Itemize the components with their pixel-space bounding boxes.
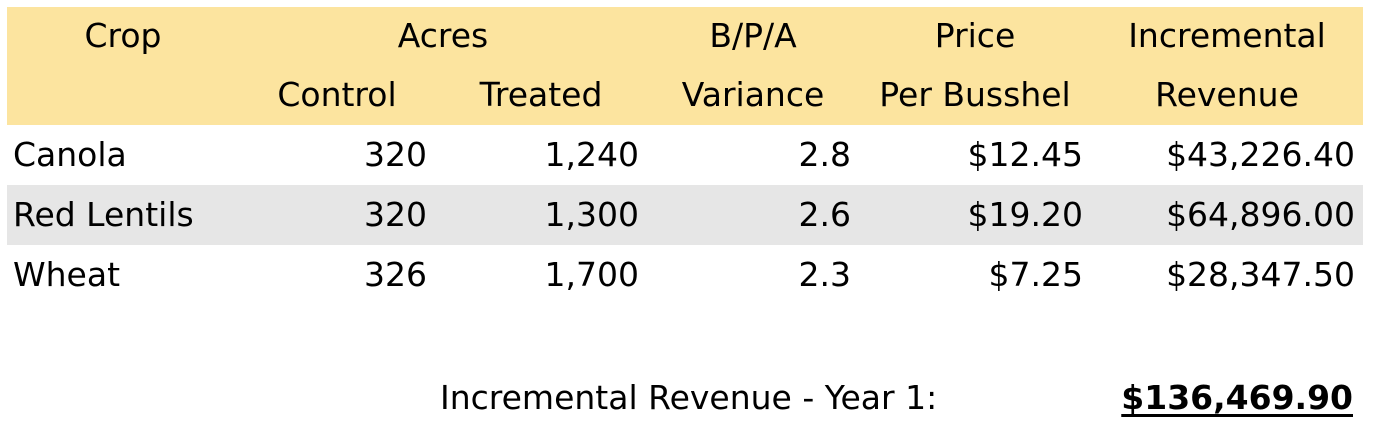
table-body: Canola 320 1,240 2.8 $12.45 $43,226.40 R… (7, 125, 1364, 305)
header-treated: Treated (479, 75, 603, 114)
total-revenue-value: $136,469.90 (1121, 378, 1353, 417)
header-crop: Crop (84, 16, 162, 55)
header-row-1: Crop Acres B/P/A Price Incremental (7, 7, 1364, 65)
price-cell: $7.25 (988, 255, 1084, 294)
header-control: Control (277, 75, 397, 114)
header-revenue: Revenue (1155, 75, 1299, 114)
table-header: Crop Acres B/P/A Price Incremental Contr… (7, 7, 1364, 125)
total-revenue-label: Incremental Revenue - Year 1: (440, 378, 938, 417)
price-cell: $12.45 (967, 135, 1084, 174)
crop-revenue-table-wrapper: Crop Acres B/P/A Price Incremental Contr… (7, 7, 1364, 305)
header-price: Price (934, 16, 1016, 55)
header-variance: Variance (681, 75, 825, 114)
crop-cell: Wheat (13, 255, 121, 294)
variance-cell: 2.6 (798, 195, 852, 234)
treated-cell: 1,700 (544, 255, 640, 294)
table-row: Red Lentils 320 1,300 2.6 $19.20 $64,896… (7, 185, 1364, 245)
revenue-cell: $43,226.40 (1166, 135, 1356, 174)
header-row-2: Control Treated Variance Per Busshel Rev… (7, 65, 1364, 125)
header-per-bushel: Per Busshel (879, 75, 1071, 114)
control-cell: 320 (364, 135, 427, 174)
table-row: Wheat 326 1,700 2.3 $7.25 $28,347.50 (7, 245, 1363, 305)
crop-cell: Red Lentils (13, 195, 194, 234)
header-empty-cell (7, 65, 239, 125)
revenue-cell: $28,347.50 (1166, 255, 1356, 294)
variance-cell: 2.8 (798, 135, 852, 174)
header-incremental: Incremental (1128, 16, 1326, 55)
header-acres: Acres (397, 16, 489, 55)
control-cell: 326 (364, 255, 427, 294)
header-bpa: B/P/A (709, 16, 797, 55)
treated-cell: 1,240 (544, 135, 640, 174)
crop-cell: Canola (13, 135, 127, 174)
treated-cell: 1,300 (544, 195, 640, 234)
revenue-cell: $64,896.00 (1166, 195, 1356, 234)
table-row: Canola 320 1,240 2.8 $12.45 $43,226.40 (7, 125, 1363, 185)
control-cell: 320 (364, 195, 427, 234)
price-cell: $19.20 (967, 195, 1084, 234)
crop-revenue-table: Crop Acres B/P/A Price Incremental Contr… (7, 7, 1364, 305)
variance-cell: 2.3 (798, 255, 852, 294)
